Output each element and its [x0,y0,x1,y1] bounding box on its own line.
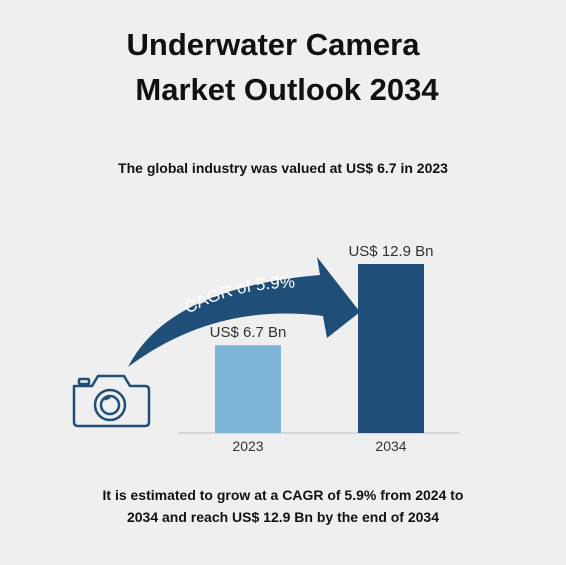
data-label-2023: US$ 6.7 Bn [210,324,287,341]
title-line-1: Underwater Camera [126,27,420,62]
cagr-arrow-body [128,257,360,367]
footer-text: It is estimated to grow at a CAGR of 5.9… [0,484,566,528]
bar-2034 [358,264,424,433]
footer-line-1: It is estimated to grow at a CAGR of 5.9… [102,487,464,503]
camera-icon [72,374,151,428]
bar-2023 [215,345,281,433]
x-tick-2034: 2034 [375,438,406,454]
data-label-2034: US$ 12.9 Bn [348,243,433,260]
x-tick-2023: 2023 [232,438,263,454]
footer-line-2: 2034 and reach US$ 12.9 Bn by the end of… [126,509,440,525]
subtitle: The global industry was valued at US$ 6.… [118,160,448,176]
title-line-2: Market Outlook 2034 [135,72,439,107]
